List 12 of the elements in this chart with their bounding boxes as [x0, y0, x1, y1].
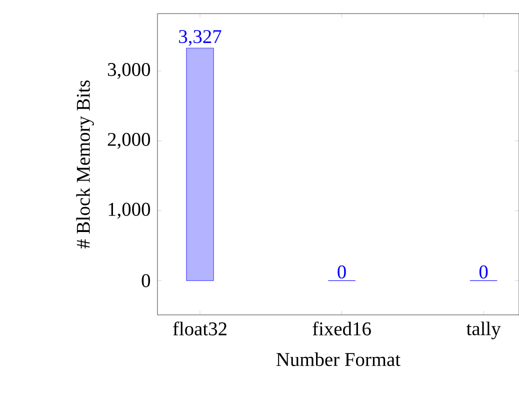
y-tick-label: 3,000 [108, 62, 150, 79]
data-label: 0 [338, 265, 346, 278]
x-tick-label: float32 [173, 322, 226, 336]
y-tick-label: 2,000 [108, 132, 150, 149]
data-label: 0 [479, 265, 488, 278]
y-tick-label: 1,000 [108, 202, 150, 219]
y-tick-label: 0 [142, 274, 150, 288]
x-axis-title: Number Format [276, 352, 400, 366]
y-axis-title: # Block Memory Bits [76, 80, 94, 248]
x-tick-label: tally [466, 322, 501, 340]
data-label: 3,327 [179, 30, 222, 46]
x-tick-label: fixed16 [312, 322, 371, 336]
